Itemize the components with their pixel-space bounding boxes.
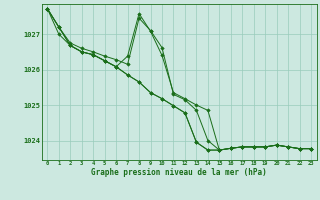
X-axis label: Graphe pression niveau de la mer (hPa): Graphe pression niveau de la mer (hPa) (91, 168, 267, 177)
